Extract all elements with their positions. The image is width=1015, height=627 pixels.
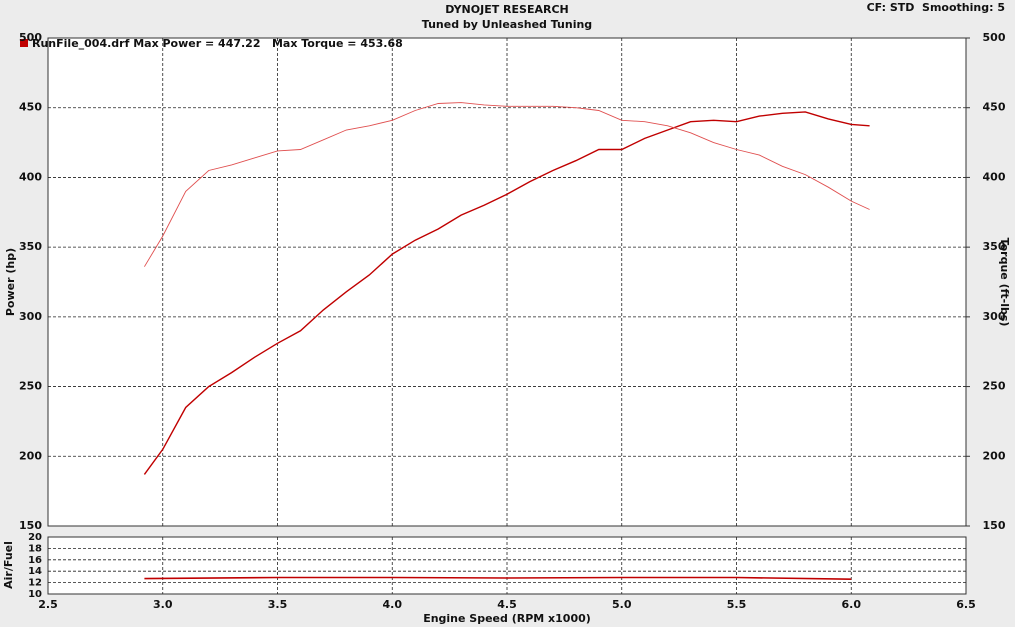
y2-tick-label: 400 bbox=[983, 170, 1006, 183]
y-tick-label: 200 bbox=[19, 449, 42, 462]
x-tick-label: 5.5 bbox=[727, 598, 747, 611]
y-tick-label: 400 bbox=[19, 170, 42, 183]
main-plot bbox=[47, 37, 967, 527]
x-tick-label: 4.0 bbox=[383, 598, 403, 611]
legend-swatch bbox=[20, 39, 28, 47]
y-tick-label: 10 bbox=[28, 589, 42, 600]
x-tick-label: 5.0 bbox=[612, 598, 632, 611]
y-tick-label: 16 bbox=[28, 555, 42, 566]
y-tick-label: 450 bbox=[19, 101, 42, 114]
y2-tick-label: 350 bbox=[983, 240, 1006, 253]
y-tick-label: 150 bbox=[19, 519, 42, 532]
afr-axis-label: Air/Fuel bbox=[2, 541, 15, 589]
series-line bbox=[144, 102, 870, 267]
y-tick-label: 20 bbox=[28, 532, 42, 543]
y-tick-label: 14 bbox=[28, 566, 42, 577]
afr-plot bbox=[47, 536, 967, 595]
x-tick-label: 6.5 bbox=[956, 598, 976, 611]
y2-tick-label: 150 bbox=[983, 519, 1006, 532]
series-line bbox=[144, 576, 852, 580]
y-tick-label: 500 bbox=[19, 31, 42, 44]
y2-tick-label: 450 bbox=[983, 101, 1006, 114]
chart-subtitle: Tuned by Unleashed Tuning bbox=[422, 18, 592, 31]
y-tick-label: 350 bbox=[19, 240, 42, 253]
x-axis-label: Engine Speed (RPM x1000) bbox=[423, 612, 591, 625]
settings-text: CF: STD Smoothing: 5 bbox=[867, 1, 1005, 14]
y2-tick-label: 300 bbox=[983, 310, 1006, 323]
legend-text: RunFile_004.drf Max Power = 447.22 Max T… bbox=[32, 37, 403, 50]
y2-tick-label: 250 bbox=[983, 380, 1006, 393]
y-axis-label: Power (hp) bbox=[4, 248, 17, 316]
x-tick-label: 3.5 bbox=[268, 598, 288, 611]
y-tick-label: 300 bbox=[19, 310, 42, 323]
y2-tick-label: 200 bbox=[983, 449, 1006, 462]
y-tick-label: 12 bbox=[28, 578, 42, 589]
y-tick-label: 18 bbox=[28, 543, 42, 554]
y2-tick-label: 500 bbox=[983, 31, 1006, 44]
series-line bbox=[143, 111, 870, 475]
x-tick-label: 3.0 bbox=[153, 598, 173, 611]
y-tick-label: 250 bbox=[19, 380, 42, 393]
y2-axis-label: Torque (ft-lbs) bbox=[998, 238, 1011, 327]
x-tick-label: 4.5 bbox=[497, 598, 517, 611]
chart-title: DYNOJET RESEARCH bbox=[445, 3, 568, 16]
x-tick-label: 2.5 bbox=[38, 598, 58, 611]
x-tick-label: 6.0 bbox=[842, 598, 862, 611]
